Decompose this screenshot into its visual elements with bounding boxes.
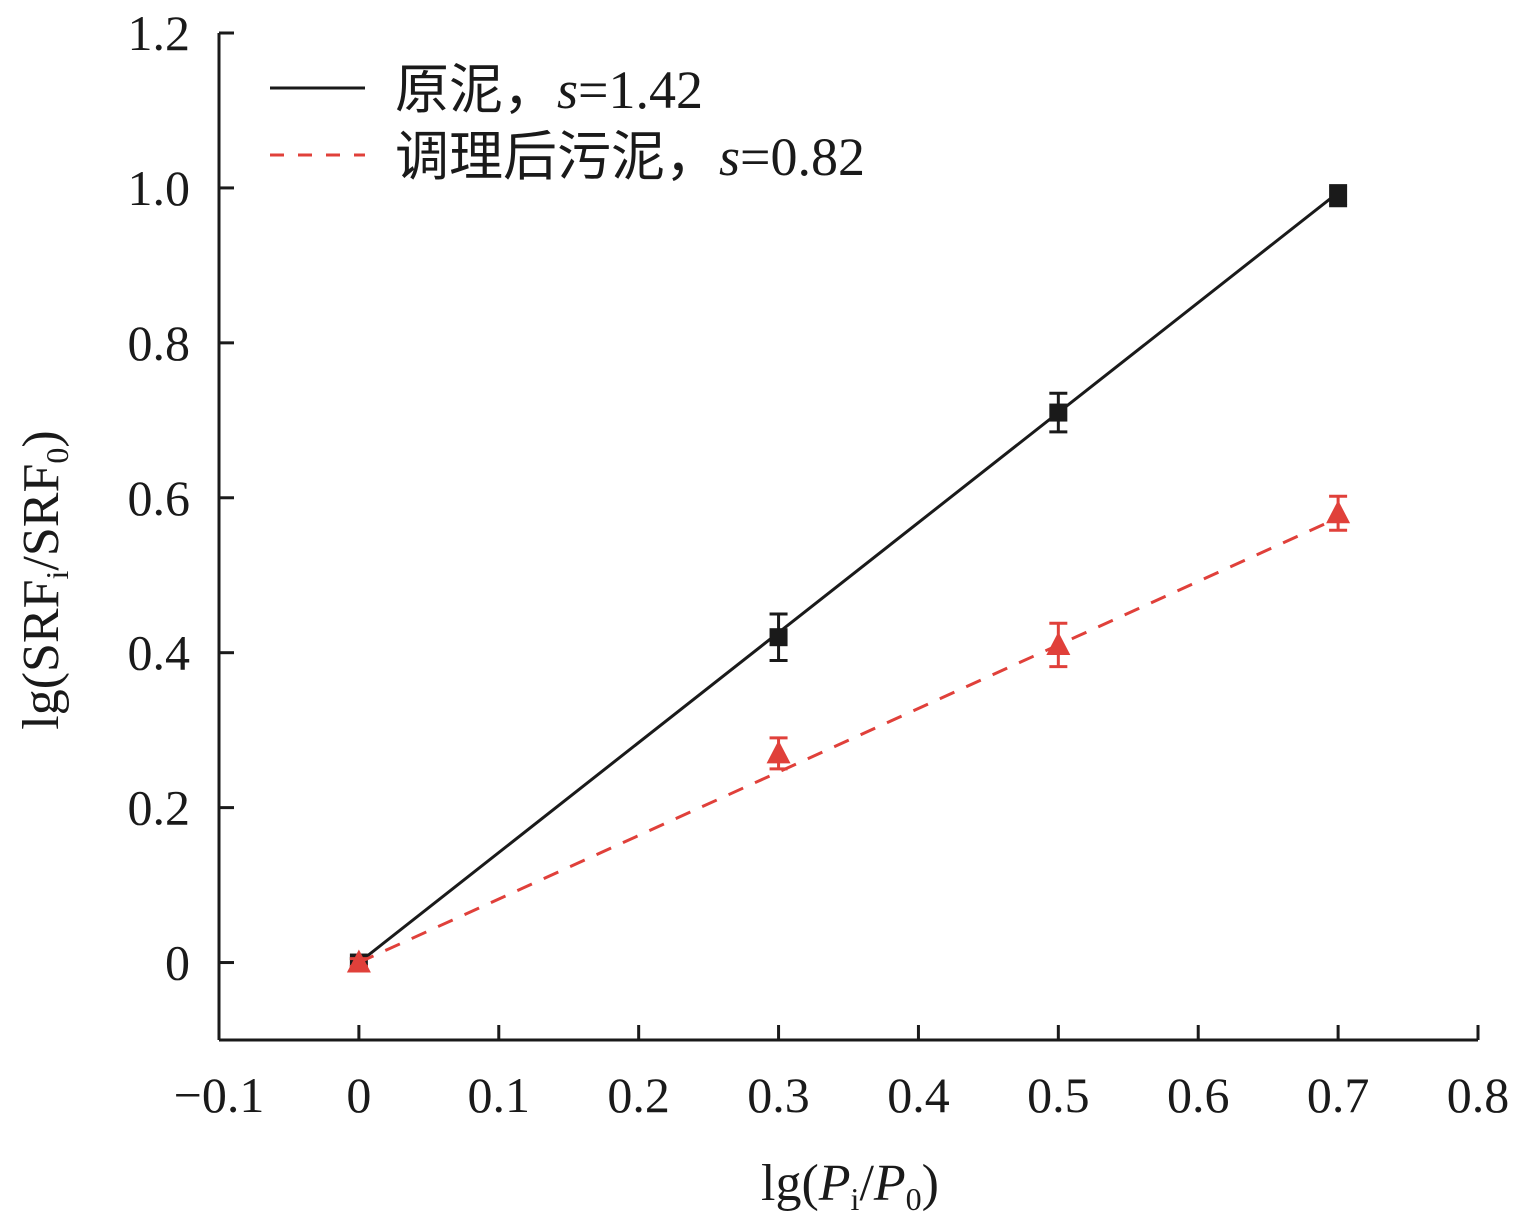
- y-tick-label: 0.2: [128, 780, 191, 836]
- y-tick-label: 0.8: [128, 315, 191, 371]
- y-tick-label: 0.6: [128, 470, 191, 526]
- label-part: ): [922, 1155, 939, 1212]
- data-point-square: [769, 628, 788, 647]
- legend-label-1: 调理后污泥，s=0.82: [395, 127, 865, 187]
- y-axis-label: lg(SRFi​/SRF0​): [13, 430, 75, 730]
- y-tick-label: 0: [165, 935, 190, 991]
- label-part: 0: [906, 1181, 922, 1217]
- x-tick-label: 0.4: [887, 1067, 950, 1123]
- legend-text-part: s: [719, 127, 740, 187]
- legend-label-0: 原泥，s=1.42: [395, 60, 703, 120]
- label-part: /: [859, 1155, 874, 1212]
- axes: −0.1 0 0.1 0.2 0.3 0.4 0.5 0.6 0.7 0.8 0 0.2 0.4 0.6 0…: [128, 5, 1510, 1123]
- legend-text-part: s: [557, 60, 578, 120]
- data-point-triangle: [1046, 631, 1071, 655]
- label-part: i: [39, 570, 75, 579]
- x-tick-label: 0.7: [1307, 1067, 1370, 1123]
- x-tick-label: 0.1: [468, 1067, 531, 1123]
- y-tick-label: 1.0: [128, 160, 191, 216]
- data-point-triangle: [346, 949, 371, 973]
- y-tick-label: 1.2: [128, 5, 191, 61]
- data-point-triangle: [1326, 500, 1351, 524]
- x-tick-label: 0.6: [1167, 1067, 1230, 1123]
- x-tick-label: 0: [346, 1067, 371, 1123]
- label-part: 0: [39, 448, 75, 464]
- fit-line-1: [358, 516, 1339, 964]
- label-part: ): [13, 430, 70, 447]
- y-tick-label: 0.4: [128, 625, 191, 681]
- legend-text-part: =1.42: [578, 60, 703, 120]
- label-part: lg(: [761, 1155, 819, 1212]
- label-part: /SRF: [13, 464, 70, 571]
- x-tick-label: 0.2: [607, 1067, 670, 1123]
- x-tick-label: −0.1: [174, 1067, 265, 1123]
- data-point-square: [1049, 403, 1068, 422]
- label-part: lg(SRF: [13, 579, 70, 729]
- data-point-triangle: [766, 740, 791, 764]
- series-layer: [346, 184, 1351, 973]
- legend-text-part: 调理后污泥，: [395, 127, 719, 187]
- legend-text-part: 原泥，: [395, 60, 557, 120]
- data-point-square: [1329, 186, 1348, 205]
- label-part: i: [851, 1181, 860, 1217]
- x-tick-label: 0.5: [1027, 1067, 1090, 1123]
- legend-text-part: =0.82: [740, 127, 865, 187]
- x-tick-label: 0.8: [1447, 1067, 1510, 1123]
- x-tick-label: 0.3: [747, 1067, 810, 1123]
- x-axis-label: lg(Pi​/P0​): [761, 1155, 939, 1217]
- fit-line-0: [357, 191, 1340, 964]
- label-part: P: [818, 1155, 851, 1212]
- label-part: P: [873, 1155, 906, 1212]
